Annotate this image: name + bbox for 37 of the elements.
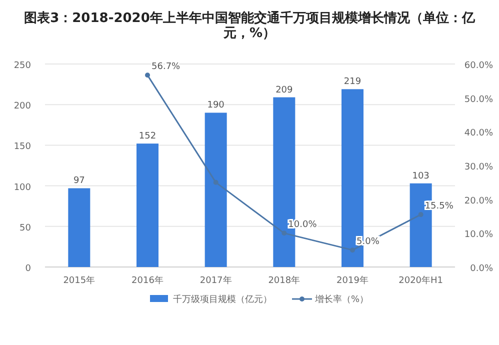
x-tick-label: 2019年 <box>336 275 368 286</box>
point <box>282 230 287 236</box>
point <box>213 180 218 185</box>
data-label: 152 <box>138 132 156 142</box>
data-label: 190 <box>207 100 225 111</box>
x-tick-label: 2016年 <box>132 275 164 286</box>
bar <box>136 144 158 267</box>
x-tick-label: 2017年 <box>200 275 232 286</box>
y2-tick-label: 0.0% <box>470 264 494 274</box>
x-tick-label: 2015年 <box>63 275 96 286</box>
x-tick-label: 2020年H1 <box>398 275 444 286</box>
point <box>418 212 424 218</box>
y2-tick-label: 10.0% <box>464 230 494 240</box>
y-tick-label: 0 <box>25 264 32 274</box>
y2-tick-label: 60.0% <box>464 61 494 71</box>
data-label: 219 <box>344 77 362 88</box>
y2-tick-label: 40.0% <box>464 128 494 139</box>
data-label: 103 <box>412 171 430 182</box>
point <box>145 72 150 78</box>
y2-tick-label: 20.0% <box>464 196 494 206</box>
data-label: 97 <box>73 176 85 186</box>
y2-tick-label: 30.0% <box>464 162 494 172</box>
y-tick-label: 250 <box>14 61 32 71</box>
data-label: 209 <box>276 85 294 96</box>
chart-title: 图表3：2018-2020年上半年中国智能交通千万项目规模增长情况（单位：亿元，%） <box>24 10 476 41</box>
y-tick-label: 150 <box>14 142 32 152</box>
y-tick-label: 200 <box>14 102 32 112</box>
bar <box>204 112 227 267</box>
y-tick-label: 100 <box>14 182 32 193</box>
y2-tick-label: 50.0% <box>464 94 494 105</box>
y-tick-label: 50 <box>20 223 32 234</box>
bar <box>68 188 90 267</box>
legend-label: 千万级项目规模（亿元） <box>173 294 272 305</box>
data-label: 56.7% <box>152 62 181 72</box>
legend-label: 增长率（%） <box>314 294 369 305</box>
point <box>350 248 355 253</box>
x-tick-label: 2018年 <box>268 275 300 286</box>
